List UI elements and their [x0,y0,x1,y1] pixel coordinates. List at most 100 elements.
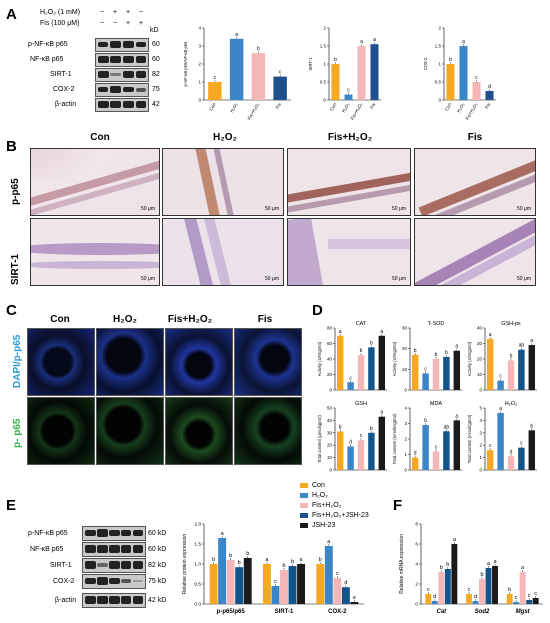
chart-a3: 0 0.5 1 1.5 2 COX-2 b Con a H₂O₂ c Fis+H₂O₂ d Fis [423,26,496,121]
significance-letter: c [349,375,352,381]
protein-label: SIRT-1 [50,71,72,78]
bar [472,82,481,100]
significance-letter: a [499,406,502,412]
y-tick-label: 2 [438,26,441,31]
scale-bar: 50 μm [517,206,531,212]
significance-letter: a [221,531,225,537]
sign: + [139,20,144,27]
protein-label: p-NF-κB p65 [28,530,68,537]
bar [443,431,450,470]
bar [432,359,440,390]
y-tick-label: 0 [415,602,418,608]
histology-image: 50 μm [30,218,160,286]
bar [411,354,419,390]
significance-letter: a [489,332,492,338]
significance-letter: e [353,595,356,601]
col-header-fis: Fis [257,314,273,325]
bar [273,76,287,100]
bar [528,430,536,470]
bar [262,564,271,604]
chart-d-gsh: GSH 0 10 20 30 40 50 Total content (μmol/gprot)… [317,401,387,473]
y-tick-label: 3 [404,421,407,426]
y-tick-label: 1.5 [435,44,442,49]
bar [333,578,342,604]
significance-letter: c [274,579,277,585]
bar [368,347,375,390]
significance-letter: b [508,587,511,593]
kd-value: 75 [152,86,160,93]
bar [497,412,504,470]
significance-letter: b [530,423,533,429]
y-tick-label: 40 [327,418,333,423]
significance-letter: a [530,338,533,344]
bar [497,380,504,390]
y-tick-label: 30 [477,341,483,346]
bar [288,566,297,604]
bar [218,538,227,604]
y-tick-label: 0.5 [194,582,201,588]
y-tick-label: 8 [415,522,418,528]
bar [347,446,354,470]
bar [532,598,539,604]
col-header-con: Con [50,314,70,325]
bar [336,335,344,390]
significance-letter: c [336,571,339,577]
chart-d-h2o2: H₂O₂ 0 1 2 3 4 5 Total content (mmol/gprot) c a d c… [467,401,537,473]
bar [350,602,359,604]
y-tick-label: 0 [479,468,482,473]
significance-letter: b [510,354,513,360]
legend-label: Fis+H₂O₂ [312,502,342,509]
bar [479,579,485,604]
x-tick-label: Mgst [516,609,531,615]
y-tick-label: 0.5 [435,80,442,85]
blot-strip [82,574,146,589]
protein-label: COX-2 [53,578,75,585]
significance-letter: a [380,410,383,416]
bar [528,345,536,390]
chart-d-tsod: T-SOD 0 10 20 30 Activity (U/mgprot) b c b b a [392,321,462,393]
legend-swatch [300,493,308,498]
y-tick-label: 10 [477,372,483,377]
panel-label-e: E [6,497,17,514]
y-axis-label: Total content (nmol/mgprot) [392,413,397,465]
y-tick-label: 0 [438,98,441,103]
legend-swatch [300,503,308,508]
col-header-fis: Fis [467,132,483,143]
significance-letter: c [489,443,492,449]
significance-letter: a [493,559,497,565]
legend-label: Fis+H₂O₂+JSH-23 [312,512,369,519]
bar [466,594,472,604]
bar [411,457,419,470]
scale-bar: 50 μm [392,276,406,282]
bar [431,601,438,604]
bar [507,360,515,390]
kd-value: 42 kD [148,597,167,604]
blot-strip [82,526,146,541]
y-tick-label: 30 [402,326,408,331]
bar [316,564,325,604]
significance-letter: b [246,551,249,557]
significance-letter: b [440,565,443,571]
significance-letter: d [349,439,352,445]
blot-strip [82,558,146,573]
protein-label: SIRT-1 [50,562,72,569]
row-header-dapi: DAPI/p-p65 [12,334,23,388]
bar [422,373,429,390]
significance-letter: ab [444,424,450,430]
histology-image: 50 μm [287,218,411,286]
y-tick-label: 2 [323,26,326,31]
kd-value: 82 kD [148,562,167,569]
kd-value: 60 [152,41,160,48]
bar [422,425,429,470]
bar [507,456,515,470]
significance-letter: c [214,75,217,81]
chart-title: H₂O₂ [505,401,518,407]
x-tick-label: COX-2 [328,609,347,615]
y-tick-label: 2 [404,437,407,442]
bar [526,600,533,604]
significance-letter: c [427,587,430,593]
x-tick-label: Fis+H₂O₂ [350,102,364,121]
significance-letter: ab [519,343,525,349]
bar [370,44,379,100]
